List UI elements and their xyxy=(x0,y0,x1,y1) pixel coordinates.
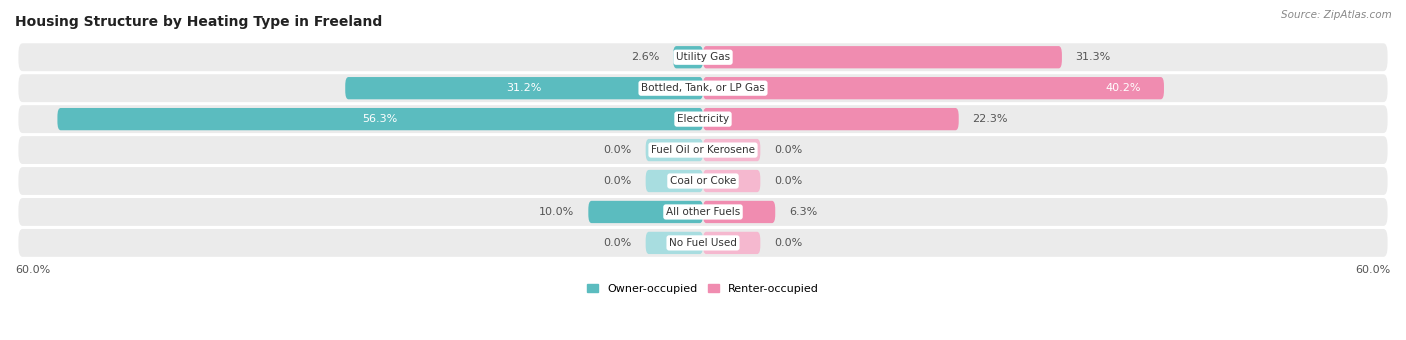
Text: All other Fuels: All other Fuels xyxy=(666,207,740,217)
Text: 0.0%: 0.0% xyxy=(603,145,631,155)
Text: 0.0%: 0.0% xyxy=(775,145,803,155)
Text: 0.0%: 0.0% xyxy=(775,238,803,248)
FancyBboxPatch shape xyxy=(703,46,1062,68)
Text: 2.6%: 2.6% xyxy=(631,52,659,62)
FancyBboxPatch shape xyxy=(18,198,1388,226)
FancyBboxPatch shape xyxy=(18,74,1388,102)
Text: 40.2%: 40.2% xyxy=(1105,83,1142,93)
Text: Electricity: Electricity xyxy=(676,114,730,124)
Text: 0.0%: 0.0% xyxy=(603,176,631,186)
Text: 31.2%: 31.2% xyxy=(506,83,541,93)
Text: 22.3%: 22.3% xyxy=(973,114,1008,124)
Text: 56.3%: 56.3% xyxy=(363,114,398,124)
FancyBboxPatch shape xyxy=(703,139,761,161)
FancyBboxPatch shape xyxy=(703,170,761,192)
Text: 0.0%: 0.0% xyxy=(603,238,631,248)
Text: 0.0%: 0.0% xyxy=(775,176,803,186)
Text: Source: ZipAtlas.com: Source: ZipAtlas.com xyxy=(1281,10,1392,20)
FancyBboxPatch shape xyxy=(58,108,703,130)
Text: Fuel Oil or Kerosene: Fuel Oil or Kerosene xyxy=(651,145,755,155)
Text: 31.3%: 31.3% xyxy=(1076,52,1111,62)
FancyBboxPatch shape xyxy=(703,108,959,130)
FancyBboxPatch shape xyxy=(645,139,703,161)
FancyBboxPatch shape xyxy=(645,170,703,192)
FancyBboxPatch shape xyxy=(703,232,761,254)
FancyBboxPatch shape xyxy=(18,229,1388,257)
Text: 10.0%: 10.0% xyxy=(540,207,575,217)
Text: Housing Structure by Heating Type in Freeland: Housing Structure by Heating Type in Fre… xyxy=(15,15,382,29)
FancyBboxPatch shape xyxy=(346,77,703,99)
FancyBboxPatch shape xyxy=(18,136,1388,164)
Text: Utility Gas: Utility Gas xyxy=(676,52,730,62)
FancyBboxPatch shape xyxy=(645,232,703,254)
FancyBboxPatch shape xyxy=(18,167,1388,195)
FancyBboxPatch shape xyxy=(673,46,703,68)
Text: 6.3%: 6.3% xyxy=(789,207,817,217)
FancyBboxPatch shape xyxy=(18,105,1388,133)
Legend: Owner-occupied, Renter-occupied: Owner-occupied, Renter-occupied xyxy=(582,279,824,298)
FancyBboxPatch shape xyxy=(18,43,1388,71)
Text: 60.0%: 60.0% xyxy=(1355,265,1391,275)
FancyBboxPatch shape xyxy=(588,201,703,223)
Text: Coal or Coke: Coal or Coke xyxy=(669,176,737,186)
FancyBboxPatch shape xyxy=(703,201,775,223)
Text: 60.0%: 60.0% xyxy=(15,265,51,275)
FancyBboxPatch shape xyxy=(703,77,1164,99)
Text: Bottled, Tank, or LP Gas: Bottled, Tank, or LP Gas xyxy=(641,83,765,93)
Text: No Fuel Used: No Fuel Used xyxy=(669,238,737,248)
